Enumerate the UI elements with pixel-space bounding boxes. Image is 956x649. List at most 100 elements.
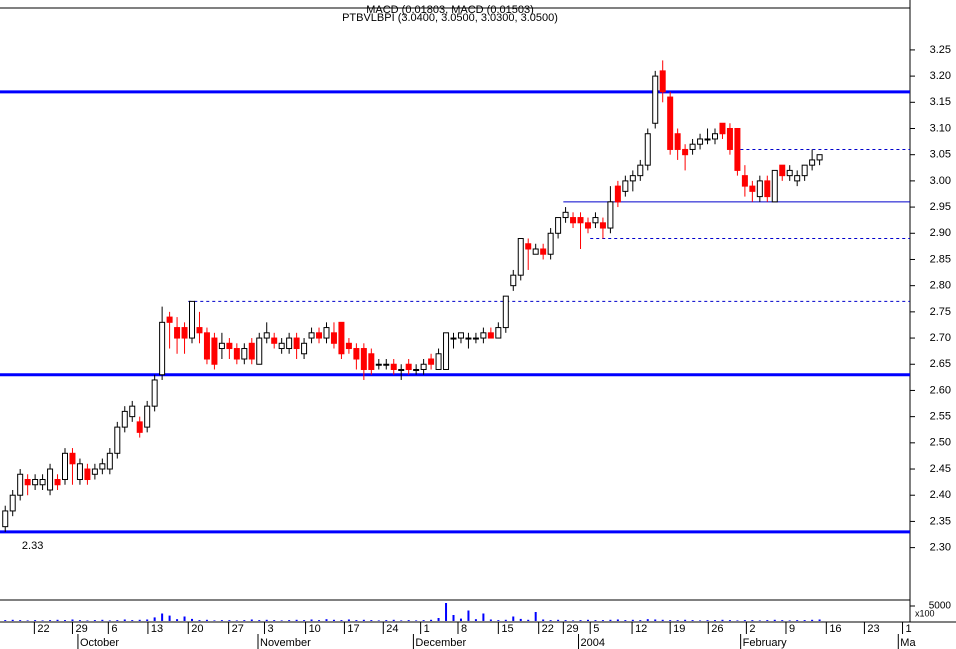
candle-body	[629, 175, 636, 182]
candle-body	[308, 332, 315, 339]
x-tick-label: 27	[232, 623, 244, 635]
volume-bar	[669, 620, 672, 621]
volume-bar	[347, 619, 350, 621]
volume-bar	[601, 620, 604, 621]
volume-bar	[452, 615, 455, 621]
candle-body	[652, 75, 659, 124]
candle-body	[599, 222, 606, 229]
candle-body	[136, 421, 143, 433]
volume-bar	[437, 618, 440, 621]
candle-body	[435, 353, 442, 370]
volume-bar	[183, 616, 186, 621]
volume-unit: x100	[915, 608, 935, 618]
candle-body	[719, 122, 726, 135]
volume-bar	[542, 619, 545, 621]
candle-body	[786, 169, 793, 177]
candle-body	[241, 348, 248, 360]
volume-bar	[71, 619, 74, 621]
y-tick-label: 2.70	[930, 332, 951, 344]
x-tick-label: 10	[309, 623, 321, 635]
x-tick-label: 13	[151, 623, 163, 635]
candle-body	[196, 327, 203, 334]
candle-body	[540, 248, 547, 255]
volume-bar	[146, 619, 149, 621]
volume-bar	[4, 620, 7, 621]
candle-body	[293, 337, 300, 350]
volume-bar	[497, 620, 500, 621]
candle-body	[263, 332, 270, 339]
x-tick-label: 29	[566, 623, 578, 635]
volume-bar	[325, 619, 328, 621]
volume-bar	[41, 620, 44, 621]
volume-bar	[728, 620, 731, 621]
volume-bar	[594, 620, 597, 621]
y-tick-label: 2.30	[930, 542, 951, 554]
volume-bar	[273, 620, 276, 621]
candle-body	[330, 332, 337, 344]
volume-bar	[26, 620, 29, 621]
candle-body	[809, 159, 816, 166]
candle-body	[390, 363, 397, 370]
x-tick-label: 6	[111, 623, 117, 635]
candle-body	[547, 232, 554, 255]
volume-bar	[168, 615, 171, 621]
candle-body	[353, 348, 360, 360]
candle-body	[726, 127, 733, 150]
y-tick-label: 2.90	[930, 227, 951, 239]
candle-body	[697, 138, 704, 145]
volume-bar	[318, 620, 321, 621]
y-tick-label: 3.20	[930, 70, 951, 82]
candle-body	[47, 468, 54, 491]
volume-bar	[736, 620, 739, 621]
candle-body	[637, 164, 644, 177]
volume-bar	[699, 620, 702, 621]
candle-body	[525, 243, 532, 250]
volume-bar	[332, 619, 335, 621]
volume-bar	[714, 620, 716, 621]
candle-body	[181, 327, 188, 339]
candle-body	[345, 342, 352, 350]
volume-bar	[280, 620, 283, 621]
volume-bar	[422, 620, 425, 621]
volume-bar	[56, 619, 59, 621]
y-tick-label: 3.10	[930, 122, 951, 134]
candle-body	[218, 342, 225, 350]
volume-bar	[49, 620, 52, 621]
volume-bar	[616, 619, 619, 621]
candle-body	[286, 337, 293, 350]
x-tick-label: 2	[749, 623, 755, 635]
volume-bar	[534, 612, 537, 621]
candle-body	[106, 452, 113, 470]
volume-bar	[310, 619, 313, 621]
candle-body	[338, 321, 345, 355]
x-tick-label: 26	[711, 623, 723, 635]
volume-bar	[64, 620, 66, 621]
candle-body	[360, 348, 367, 370]
candle-body	[17, 473, 24, 496]
volume-bar	[176, 619, 179, 621]
x-tick-label: 1	[906, 623, 912, 635]
volume-bar	[564, 620, 567, 621]
volume-bar	[609, 619, 612, 621]
volume-bar	[385, 620, 388, 621]
candle-body	[794, 175, 801, 182]
candle-body	[323, 327, 330, 339]
volume-bar	[572, 620, 575, 621]
volume-bar	[392, 619, 395, 621]
candle-body	[450, 337, 457, 340]
y-tick-label: 2.80	[930, 280, 951, 292]
candle-body	[203, 332, 210, 360]
volume-bar	[78, 620, 81, 621]
x-tick-label: 8	[461, 623, 467, 635]
volume-bar	[205, 619, 208, 621]
x-tick-label: 19	[673, 623, 685, 635]
volume-bar	[646, 619, 649, 621]
volume-bar	[258, 620, 261, 621]
month-label: Ma	[900, 637, 916, 649]
volume-bar	[213, 620, 216, 621]
candle-body	[816, 154, 823, 161]
candle-body	[570, 217, 577, 224]
volume-bar	[743, 620, 746, 621]
candle-body	[749, 185, 756, 192]
candle-body	[667, 96, 674, 150]
